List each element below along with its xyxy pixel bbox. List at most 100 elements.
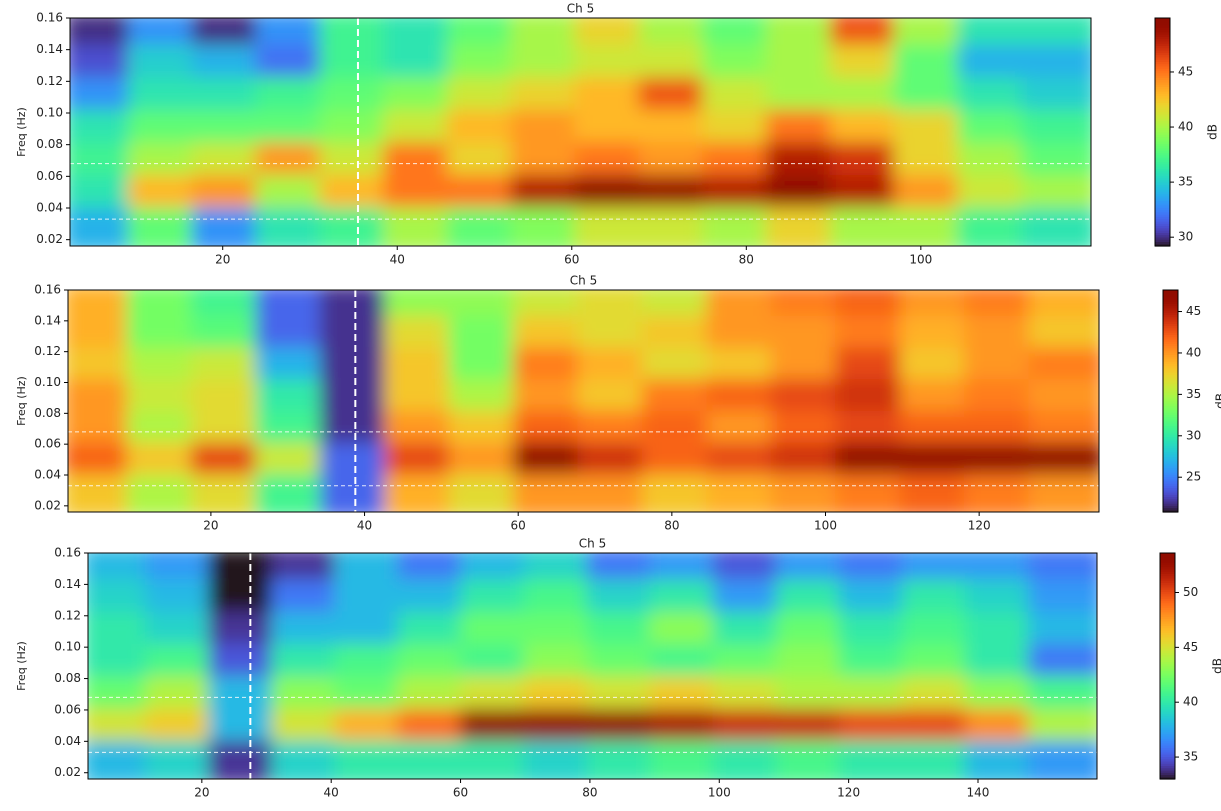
colorbar-segment: [1163, 385, 1178, 389]
colorbar-segment: [1160, 634, 1175, 638]
heatmap-cell: [510, 207, 587, 246]
colorbar-segment: [1163, 436, 1178, 440]
y-tick-label: 0.16: [54, 546, 81, 560]
heatmap-cell: [208, 740, 284, 779]
colorbar-segment: [1163, 301, 1178, 304]
colorbar-label: dB: [1206, 124, 1220, 140]
colorbar-segment: [1155, 106, 1170, 110]
x-tick-label: 20: [215, 253, 230, 267]
colorbar-segment: [1163, 374, 1178, 378]
colorbar-segment: [1163, 318, 1178, 322]
colorbar-segment: [1155, 100, 1170, 103]
colorbar-segment: [1160, 663, 1175, 667]
colorbar-segment: [1163, 456, 1178, 460]
colorbar-segment: [1163, 465, 1178, 469]
colorbar-segment: [1155, 223, 1170, 227]
colorbar-segment: [1155, 225, 1170, 229]
colorbar-segment: [1160, 638, 1175, 642]
colorbar-segment: [1155, 102, 1170, 106]
heatmap-area: [88, 553, 1097, 779]
colorbar-segment: [1155, 182, 1170, 186]
colorbar-segment: [1160, 722, 1175, 726]
y-tick-label: 0.08: [54, 671, 81, 685]
y-tick-label: 0.16: [36, 11, 63, 25]
x-tick-label: 60: [511, 519, 526, 533]
colorbar-segment: [1155, 159, 1170, 163]
colorbar-segment: [1155, 209, 1170, 213]
colorbar-segment: [1160, 586, 1175, 590]
y-tick-label: 0.08: [34, 406, 61, 420]
colorbar-segment: [1163, 361, 1178, 364]
colorbar-segment: [1160, 758, 1175, 762]
colorbar-segment: [1160, 763, 1175, 767]
heatmap-cell: [383, 207, 459, 246]
colorbar-segment: [1155, 52, 1170, 56]
colorbar-segment: [1155, 220, 1170, 224]
colorbar-segment: [1155, 109, 1170, 113]
colorbar-segment: [1163, 367, 1178, 371]
x-tick-label: 20: [203, 519, 218, 533]
x-tick-label: 100: [708, 786, 731, 800]
colorbar-segment: [1155, 241, 1170, 245]
heatmap-cell: [702, 207, 778, 246]
colorbar-segment: [1160, 557, 1175, 561]
colorbar-segment: [1160, 688, 1175, 692]
colorbar-segment: [1163, 294, 1178, 298]
heatmap-cell: [513, 474, 590, 512]
colorbar-segment: [1160, 553, 1175, 556]
colorbar-segment: [1160, 562, 1175, 565]
heatmap-cell: [586, 740, 662, 779]
colorbar-segment: [1163, 365, 1178, 369]
y-tick-label: 0.06: [34, 437, 61, 451]
colorbar-segment: [1155, 129, 1170, 133]
colorbar-segment: [1155, 175, 1170, 179]
colorbar-segment: [1163, 332, 1178, 335]
heatmap-cell: [899, 474, 977, 512]
colorbar-segment: [1155, 202, 1170, 206]
colorbar-segment: [1163, 414, 1178, 418]
colorbar-segment: [1160, 742, 1175, 746]
heatmap-cell: [574, 207, 651, 246]
colorbar-segment: [1163, 485, 1178, 489]
heatmap-cell: [706, 474, 783, 512]
colorbar-segment: [1160, 774, 1175, 778]
colorbar-segment: [1155, 95, 1170, 99]
colorbar-tick-label: 25: [1186, 470, 1201, 484]
colorbar-segment: [1155, 24, 1170, 28]
colorbar-segment: [1160, 668, 1175, 672]
colorbar-segment: [1155, 113, 1170, 117]
heatmap-cell: [255, 207, 332, 246]
colorbar-segment: [1155, 186, 1170, 190]
y-tick-label: 0.16: [34, 283, 61, 297]
colorbar-segment: [1163, 381, 1178, 384]
colorbar-segment: [1163, 358, 1178, 362]
colorbar-segment: [1163, 325, 1178, 329]
y-tick-label: 0.10: [34, 375, 61, 389]
heatmap-cell: [523, 740, 599, 779]
colorbar-tick-label: 30: [1178, 230, 1193, 244]
colorbar-segment: [1155, 141, 1170, 144]
colorbar-segment: [1163, 407, 1178, 411]
colorbar-segment: [1163, 347, 1178, 351]
colorbar-segment: [1155, 211, 1170, 215]
colorbar-segment: [1160, 745, 1175, 748]
colorbar-segment: [1163, 420, 1178, 424]
colorbar-segment: [1160, 736, 1175, 739]
colorbar-segment: [1160, 677, 1175, 681]
colorbar-segment: [1160, 704, 1175, 708]
colorbar-frame: [1162, 289, 1179, 513]
y-tick-label: 0.12: [54, 608, 81, 622]
colorbar-segment: [1155, 70, 1170, 74]
colorbar-segment: [1155, 88, 1170, 92]
colorbar-segment: [1160, 559, 1175, 563]
colorbar-segment: [1155, 207, 1170, 211]
y-tick-label: 0.12: [34, 344, 61, 358]
colorbar-segment: [1155, 65, 1170, 69]
colorbar-segment: [1163, 378, 1178, 382]
heatmap-cell: [835, 474, 912, 512]
colorbar-segment: [1155, 198, 1170, 201]
heatmap-cell: [1028, 474, 1099, 512]
colorbar-tick-label: 35: [1186, 387, 1201, 401]
colorbar-segment: [1160, 620, 1175, 624]
colorbar-segment: [1163, 312, 1178, 316]
